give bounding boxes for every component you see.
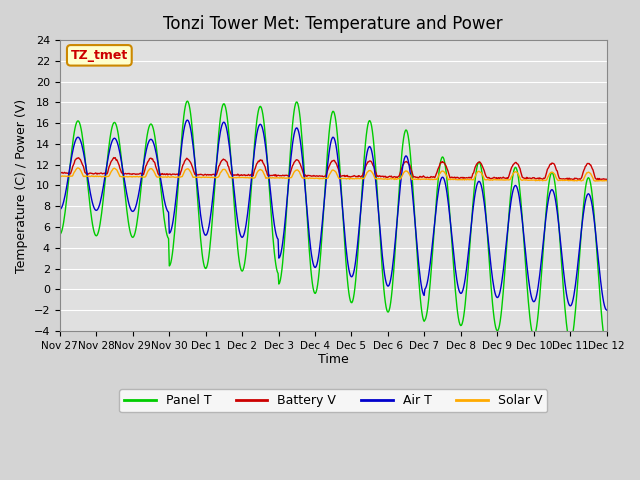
Line: Solar V: Solar V [60,168,607,181]
Solar V [179,174,186,180]
Title: Tonzi Tower Met: Temperature and Power: Tonzi Tower Met: Temperature and Power [163,15,503,33]
Air T [56,206,63,212]
Solar V [207,175,215,180]
Battery V [123,171,131,177]
Air T [184,117,191,123]
Panel T [122,200,130,205]
Panel T [401,131,408,137]
Panel T [417,296,424,301]
Battery V [179,164,186,170]
Solar V [74,165,82,171]
Panel T [184,98,191,104]
Panel T [207,231,215,237]
Air T [207,209,215,215]
Text: TZ_tmet: TZ_tmet [70,49,128,62]
Y-axis label: Temperature (C) / Power (V): Temperature (C) / Power (V) [15,98,28,273]
Panel T [178,137,186,143]
Solar V [417,177,424,182]
Air T [603,307,611,313]
Panel T [603,344,611,349]
Solar V [123,174,131,180]
Battery V [66,171,74,177]
Line: Air T: Air T [60,120,607,310]
Air T [401,156,408,161]
Solar V [401,169,408,175]
Battery V [207,172,215,178]
Air T [122,186,130,192]
Solar V [66,174,74,180]
Solar V [603,178,611,183]
Battery V [56,170,63,176]
Air T [66,166,74,171]
Air T [417,276,424,282]
Line: Panel T: Panel T [60,101,607,347]
Line: Battery V: Battery V [60,157,607,180]
Battery V [401,159,408,165]
Panel T [66,167,74,173]
Solar V [56,173,63,179]
Battery V [110,155,118,160]
Battery V [603,176,611,182]
X-axis label: Time: Time [318,353,349,366]
Solar V [592,178,600,184]
Air T [178,144,186,150]
Panel T [56,231,63,237]
Legend: Panel T, Battery V, Air T, Solar V: Panel T, Battery V, Air T, Solar V [119,389,547,412]
Battery V [595,177,602,183]
Battery V [417,174,424,180]
